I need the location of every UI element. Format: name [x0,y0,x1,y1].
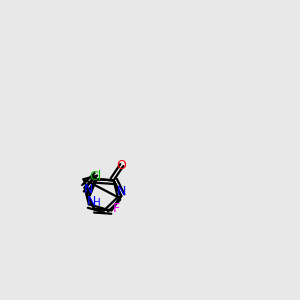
Text: O: O [116,159,126,172]
Text: N: N [117,185,127,198]
Text: N: N [87,195,96,208]
Text: Cl: Cl [90,170,102,183]
Text: H: H [93,199,101,208]
Text: N: N [84,182,93,196]
Text: F: F [113,202,120,214]
